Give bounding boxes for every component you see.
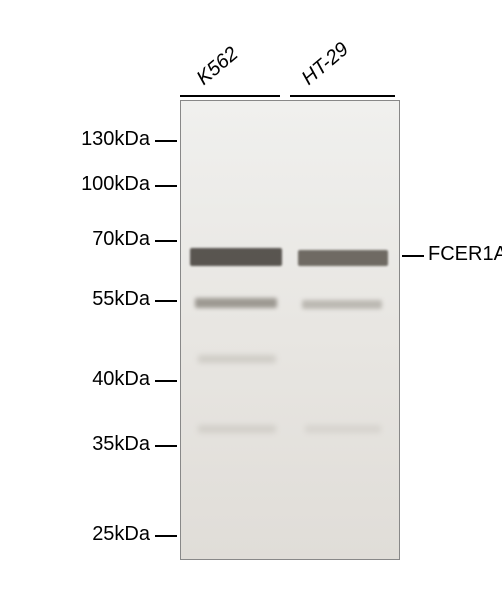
- lane-underline: [180, 95, 280, 97]
- mw-label: 100kDa: [81, 173, 150, 196]
- mw-label: 55kDa: [92, 288, 150, 311]
- lane-label: K562: [193, 43, 244, 91]
- target-tick: [402, 255, 424, 257]
- lane-label: HT-29: [298, 38, 354, 90]
- lane-underline: [290, 95, 395, 97]
- mw-label: 25kDa: [92, 523, 150, 546]
- mw-tick: [155, 300, 177, 302]
- gel-membrane: [180, 100, 400, 560]
- protein-band: [302, 300, 382, 309]
- protein-band: [198, 355, 276, 363]
- mw-label: 35kDa: [92, 433, 150, 456]
- mw-tick: [155, 380, 177, 382]
- mw-tick: [155, 535, 177, 537]
- protein-band: [190, 248, 282, 266]
- protein-band: [198, 425, 276, 433]
- mw-tick: [155, 445, 177, 447]
- mw-tick: [155, 185, 177, 187]
- target-protein-label: FCER1A: [428, 243, 502, 266]
- mw-tick: [155, 240, 177, 242]
- mw-tick: [155, 140, 177, 142]
- protein-band: [298, 250, 388, 266]
- mw-label: 70kDa: [92, 228, 150, 251]
- mw-label: 40kDa: [92, 368, 150, 391]
- protein-band: [305, 425, 381, 433]
- protein-band: [195, 298, 277, 308]
- mw-label: 130kDa: [81, 128, 150, 151]
